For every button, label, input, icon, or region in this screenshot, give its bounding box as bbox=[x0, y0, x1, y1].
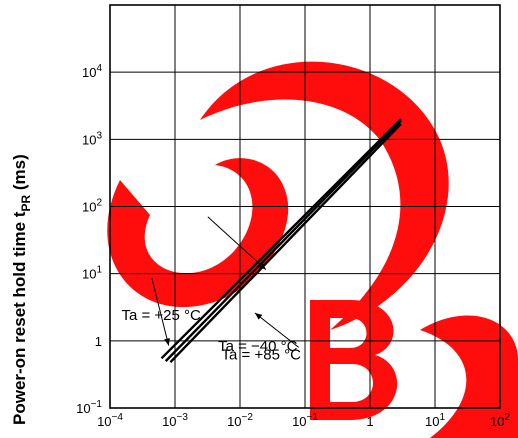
plot-frame bbox=[109, 4, 501, 409]
y-tick-label: 103 bbox=[82, 130, 102, 147]
series-layer bbox=[160, 118, 402, 364]
series-line-3 bbox=[169, 123, 402, 364]
annotation-arrowhead-2 bbox=[164, 338, 170, 346]
x-tick-labels: 10−4 10−3 10−2 10−1 1 101 102 bbox=[97, 412, 510, 429]
annotation-arrowhead-3 bbox=[254, 312, 263, 320]
y-axis-label-unit: (ms) bbox=[10, 154, 29, 195]
watermark-logo bbox=[107, 61, 518, 438]
annotation-arrowhead-1 bbox=[258, 262, 266, 270]
x-tick-label: 101 bbox=[425, 412, 445, 429]
y-axis-label-sub: PR bbox=[19, 195, 33, 212]
y-tick-labels: 10−1 1 101 102 103 104 bbox=[76, 63, 102, 416]
x-tick-label: 10−4 bbox=[97, 412, 123, 429]
x-tick-label: 10−3 bbox=[162, 412, 188, 429]
annotation-label-3: Ta = +85 °C bbox=[222, 347, 302, 364]
annotation-arrow-3 bbox=[254, 312, 300, 348]
y-tick-label: 10−1 bbox=[76, 399, 102, 416]
annotation-label-1: Ta = −40 °C bbox=[218, 338, 298, 355]
y-tick-label: 101 bbox=[82, 265, 102, 282]
annotation-arrow-2 bbox=[151, 277, 170, 346]
grid bbox=[109, 4, 501, 409]
x-tick-label: 1 bbox=[366, 414, 373, 429]
y-tick-label: 1 bbox=[95, 334, 102, 349]
x-tick-label: 102 bbox=[490, 412, 510, 429]
y-axis-label-main: Power-on reset hold time t bbox=[10, 211, 29, 425]
annotation-arrow-1 bbox=[207, 216, 267, 270]
watermark-swoosh-top bbox=[200, 61, 449, 330]
annotation-layer: Ta = −40 °CTa = +25 °CTa = +85 °C bbox=[121, 216, 302, 364]
x-tick-label: 10−2 bbox=[227, 412, 253, 429]
series-line-2 bbox=[164, 119, 402, 362]
x-tick-label: 10−1 bbox=[292, 412, 318, 429]
y-tick-label: 102 bbox=[82, 198, 102, 215]
y-axis-label: Power-on reset hold time tPR (ms) bbox=[10, 154, 33, 425]
watermark-letter-b bbox=[310, 300, 398, 420]
watermark-swoosh-left bbox=[107, 158, 289, 308]
series-line-1 bbox=[160, 118, 402, 360]
y-tick-label: 104 bbox=[82, 63, 102, 80]
